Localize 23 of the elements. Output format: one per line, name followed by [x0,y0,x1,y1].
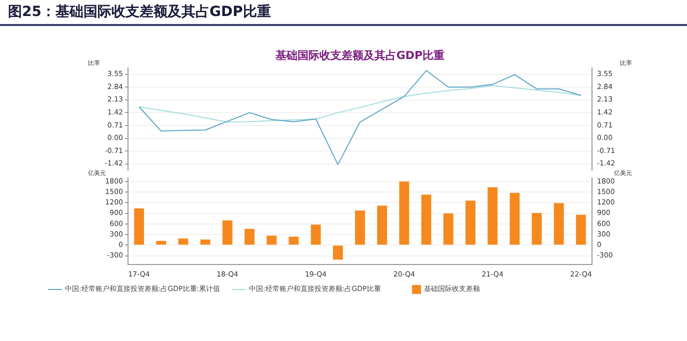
bar [178,238,188,245]
bar [576,214,586,245]
bar [377,206,388,245]
bar [355,210,365,245]
bar [443,213,454,245]
chart-subtitle: 基础国际收支差额及其占GDP比重 [275,49,445,62]
bar [488,187,498,245]
bar [510,192,520,245]
bar [421,194,432,245]
bar [134,208,144,245]
bar [399,182,410,245]
bar [156,240,166,245]
bar [466,200,476,245]
bar [266,236,277,245]
bar [532,212,542,245]
chart-title: 图25：基础国际收支差额及其占GDP比重 [8,3,271,21]
bar [200,240,210,245]
bar [332,246,343,260]
bar [288,236,299,245]
bar [310,224,321,245]
bar [244,228,254,245]
bar [222,220,232,245]
bar [554,203,564,245]
